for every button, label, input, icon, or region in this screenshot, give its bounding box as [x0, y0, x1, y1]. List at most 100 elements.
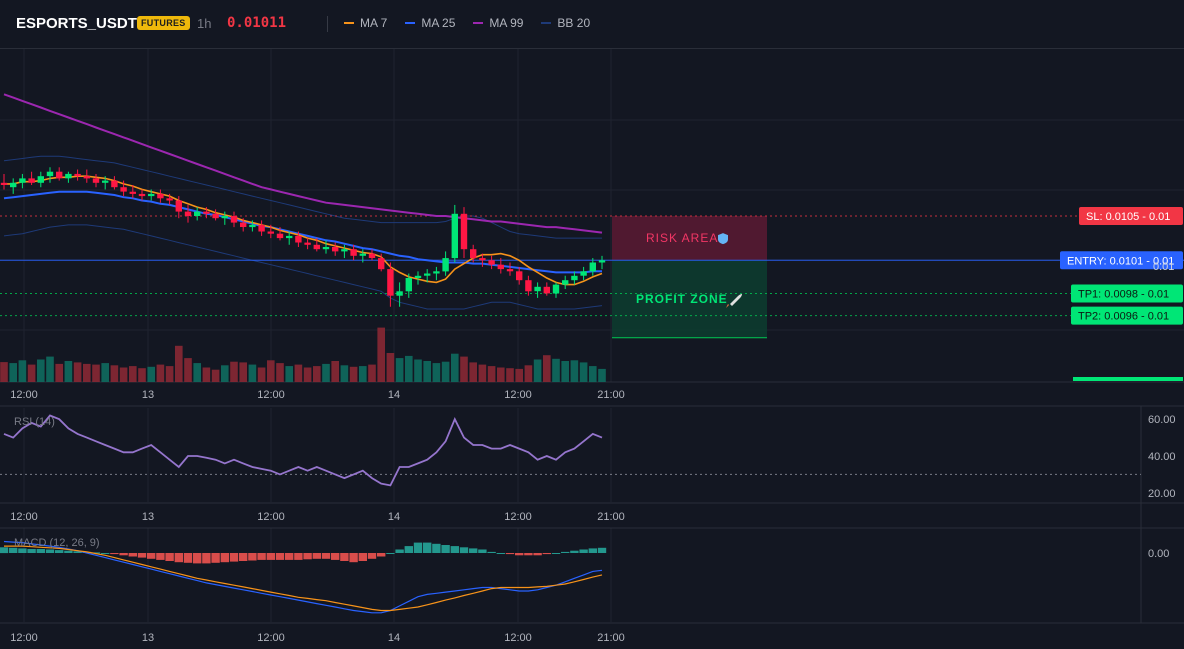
volume-bar	[589, 366, 597, 383]
volume-bar	[579, 362, 588, 382]
candle-body	[470, 249, 477, 259]
volume-bar	[359, 366, 367, 383]
volume-bar	[386, 353, 395, 382]
symbol-name[interactable]: ESPORTS_USDT	[16, 15, 137, 32]
macd-histogram-bar	[91, 552, 101, 554]
time-axis-label: 13	[142, 632, 154, 644]
volume-bar	[239, 362, 247, 382]
candle-body	[562, 280, 569, 285]
candle-body	[240, 222, 247, 227]
volume-bar	[322, 363, 330, 382]
macd-histogram-bar	[239, 553, 248, 561]
time-axis-label: 14	[388, 511, 400, 523]
candle-body	[56, 171, 63, 179]
candle-body	[65, 173, 72, 179]
candle-body	[396, 291, 403, 296]
candle-body	[350, 249, 357, 256]
macd-histogram-bar	[377, 553, 386, 557]
legend-swatch	[473, 22, 484, 24]
legend-swatch	[344, 22, 354, 24]
volume-bar	[138, 368, 146, 382]
legend-item-ma-25[interactable]: MA 25	[405, 16, 455, 30]
candle-body	[571, 275, 578, 281]
volume-bar	[267, 360, 275, 383]
grid-layer	[0, 49, 1184, 622]
macd-histogram-bar	[27, 549, 36, 553]
rsi-title: RSI (14)	[14, 416, 55, 428]
candle-body	[598, 260, 606, 263]
candle-body	[230, 216, 238, 223]
candle-body	[534, 286, 541, 292]
candle-body	[414, 275, 422, 278]
candle-body	[10, 182, 17, 188]
macd-histogram-bar	[441, 545, 450, 553]
level-tag	[1071, 284, 1183, 303]
macd-histogram-bar	[229, 553, 239, 562]
candle-body	[460, 213, 468, 250]
ma99-line	[3, 93, 603, 234]
volume-bar	[276, 363, 284, 382]
macd-histogram-bar	[340, 553, 349, 561]
level-tag-label: SL: 0.0105 - 0.01	[1086, 211, 1170, 223]
candle-body	[341, 249, 348, 252]
macd-tick-label: 0.00	[1148, 548, 1169, 560]
indicator-legend: MA 7 MA 25 MA 99 BB 20	[344, 16, 590, 30]
legend-item-ma-7[interactable]: MA 7	[344, 16, 387, 30]
volume-bar	[423, 361, 431, 382]
chart-header: ESPORTS_USDT FUTURES 1h 0.01011 MA 7 MA 2…	[0, 0, 1184, 49]
legend-label: BB 20	[557, 16, 591, 30]
macd-histogram-bar	[0, 547, 9, 554]
candle-body	[129, 191, 136, 194]
macd-histogram-bar	[524, 553, 533, 556]
macd-histogram-bar	[220, 553, 229, 563]
macd-histogram-bar	[202, 553, 211, 564]
volume-bar	[451, 353, 459, 382]
volume-bar	[561, 361, 569, 382]
candlesticks	[0, 167, 606, 307]
macd-histogram-bar	[156, 553, 165, 560]
macd-histogram-bar	[312, 553, 321, 559]
macd-histogram-bar	[73, 551, 82, 553]
volume-bar	[478, 364, 487, 382]
volume-bar	[129, 366, 137, 383]
futures-badge: FUTURES	[137, 16, 190, 30]
candle-body	[166, 198, 173, 201]
candle-body	[175, 200, 182, 212]
volume-bar	[487, 366, 496, 383]
time-axis-label: 13	[142, 389, 154, 401]
macd-histogram-bar	[101, 553, 110, 554]
ma7-line	[4, 175, 603, 286]
rocket-icon	[730, 294, 742, 306]
candle-body	[359, 253, 366, 256]
pane-dividers	[0, 381, 1184, 624]
legend-item-ma-99[interactable]: MA 99	[473, 16, 523, 30]
candle-body	[157, 193, 164, 199]
legend-item-bb-20[interactable]: BB 20	[541, 16, 590, 30]
volume-bar	[55, 363, 63, 382]
volume-bar	[37, 359, 45, 382]
volume-bar	[147, 366, 155, 382]
volume-bar	[515, 368, 523, 382]
candle-body	[313, 244, 320, 250]
candle-body	[120, 187, 127, 192]
volume-bar	[248, 364, 257, 382]
candle-body	[102, 180, 109, 183]
level-tag-label: ENTRY: 0.0101 - 0.01	[1067, 255, 1174, 267]
candle-body	[83, 176, 90, 179]
volume-bar	[0, 362, 8, 382]
macd-histogram-bar	[110, 553, 119, 555]
macd-histogram-bar	[36, 549, 45, 553]
macd-histogram-bar	[432, 543, 441, 553]
macd-histogram-bar	[303, 553, 312, 560]
bb-upper-line	[3, 155, 602, 239]
volume-bar	[83, 363, 91, 382]
moving-averages	[3, 93, 603, 286]
trade-levels	[0, 215, 1184, 317]
candle-body	[332, 247, 339, 252]
legend-swatch	[405, 22, 416, 24]
header-divider	[327, 16, 328, 32]
timeframe-label[interactable]: 1h	[197, 16, 212, 31]
candle-body	[184, 211, 192, 216]
volume-bar	[506, 368, 514, 382]
